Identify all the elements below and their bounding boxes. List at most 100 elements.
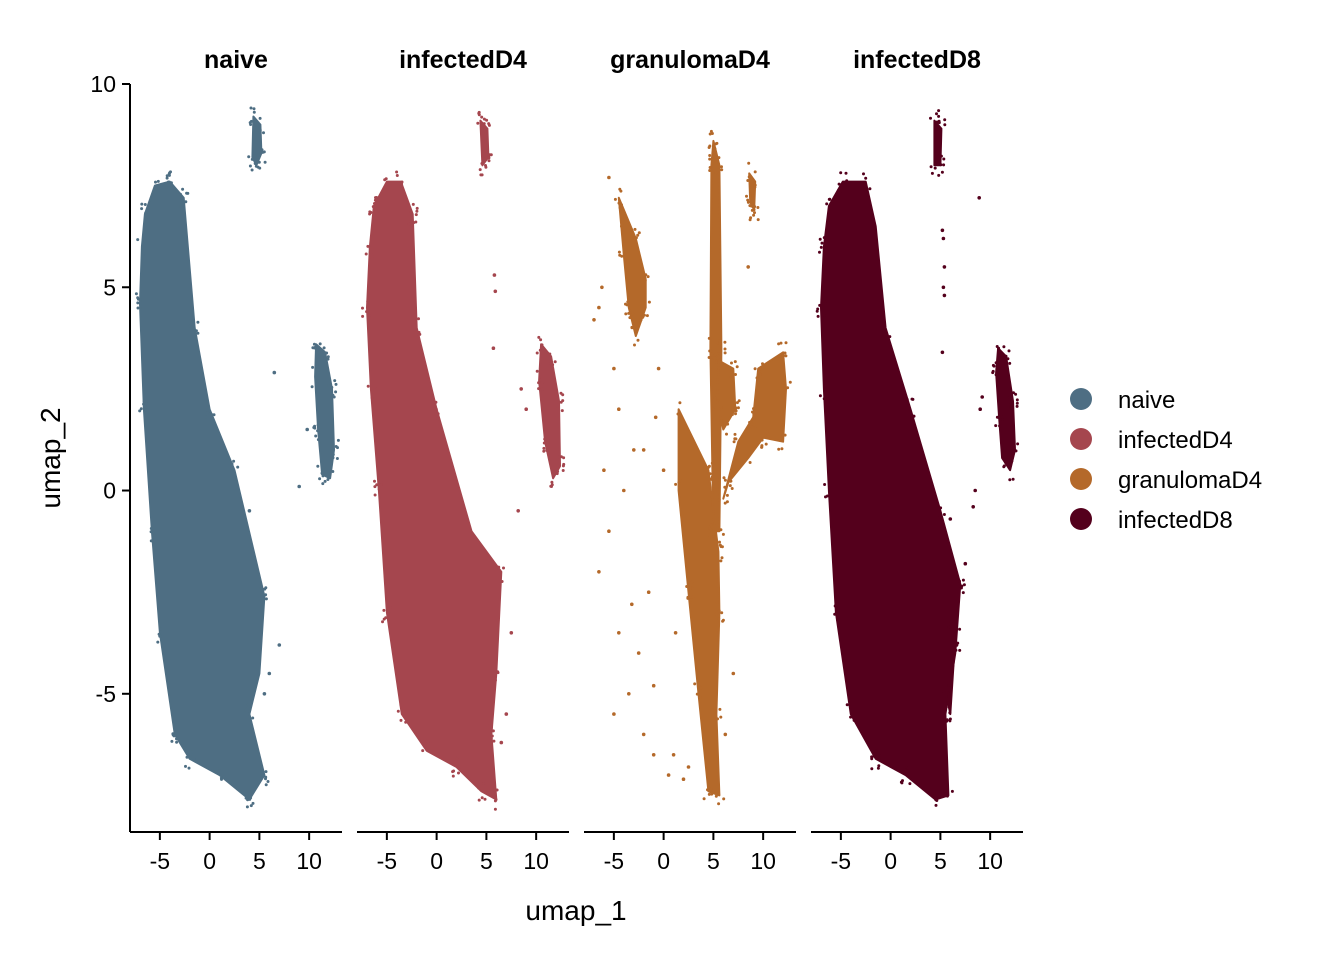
scatter-point <box>218 767 222 770</box>
scatter-point <box>997 366 1001 370</box>
scatter-point <box>720 168 724 172</box>
scatter-point <box>305 427 310 432</box>
scatter-point <box>737 450 740 454</box>
scatter-point <box>263 160 267 164</box>
scatter-point <box>232 477 236 481</box>
scatter-point <box>250 157 254 161</box>
legend-swatch <box>1070 428 1092 450</box>
scatter-point <box>940 228 945 233</box>
scatter-point <box>232 459 236 463</box>
scatter-point <box>736 447 740 450</box>
scatter-point <box>641 732 646 737</box>
scatter-point <box>636 338 640 342</box>
scatter-point <box>1001 448 1005 452</box>
scatter-point <box>940 170 944 174</box>
scatter-point <box>136 296 140 300</box>
scatter-point <box>1015 398 1019 402</box>
scatter-point <box>264 593 268 597</box>
scatter-point <box>249 106 253 110</box>
scatter-point <box>760 444 764 448</box>
scatter-point <box>480 162 484 165</box>
scatter-point <box>187 766 191 770</box>
scatter-point <box>1008 478 1012 482</box>
scatter-point <box>952 636 956 640</box>
scatter-point <box>423 744 427 748</box>
scatter-point <box>176 727 180 731</box>
scatter-point <box>415 206 419 210</box>
scatter-point <box>316 429 320 433</box>
legend-label: naive <box>1118 387 1175 414</box>
y-tick-label: 0 <box>103 478 116 504</box>
scatter-point <box>258 166 262 170</box>
scatter-point <box>493 807 497 811</box>
scatter-point <box>372 213 376 217</box>
scatter-point <box>934 155 938 159</box>
legend-label: granulomaD4 <box>1118 467 1262 494</box>
scatter-point <box>725 432 728 436</box>
scatter-point <box>888 335 892 339</box>
scatter-point <box>825 202 829 206</box>
scatter-point <box>933 166 937 170</box>
scatter-point <box>321 474 325 478</box>
scatter-point <box>716 717 719 721</box>
scatter-point <box>845 703 849 707</box>
scatter-point <box>708 157 712 161</box>
scatter-point <box>1016 442 1020 446</box>
scatter-point <box>748 420 752 424</box>
scatter-point <box>906 769 910 773</box>
scatter-point <box>708 472 712 476</box>
scatter-point <box>247 789 251 793</box>
scatter-point <box>422 739 426 743</box>
scatter-point <box>756 218 760 222</box>
scatter-point <box>708 154 712 157</box>
scatter-point <box>723 478 727 482</box>
scatter-point <box>749 216 753 220</box>
panel-naive: naive <box>134 46 340 809</box>
scatter-point <box>382 617 386 621</box>
scatter-point <box>716 356 720 360</box>
scatter-point <box>764 442 768 446</box>
scatter-point <box>644 273 648 277</box>
x-axis-infectedD8: -5 0 5 10 <box>811 831 1023 874</box>
scatter-point <box>695 692 699 696</box>
scatter-point <box>706 788 709 792</box>
scatter-point <box>429 742 433 746</box>
scatter-point <box>213 770 217 774</box>
scatter-point <box>735 365 739 369</box>
x-axis-infectedD4: -5 0 5 10 <box>357 831 569 874</box>
scatter-point <box>258 591 262 595</box>
scatter-point <box>412 333 416 337</box>
point-cloud <box>366 180 503 801</box>
scatter-point <box>247 712 251 716</box>
scatter-point <box>494 798 498 802</box>
scatter-point <box>321 482 325 486</box>
scatter-point <box>942 157 946 161</box>
scatter-point <box>1001 415 1005 419</box>
scatter-point <box>752 412 756 416</box>
scatter-point <box>679 479 683 483</box>
scatter-point <box>939 163 943 167</box>
scatter-point <box>248 121 252 125</box>
scatter-point <box>561 393 565 397</box>
scatter-point <box>613 197 617 201</box>
scatter-point <box>872 754 876 758</box>
scatter-point <box>366 299 370 303</box>
scatter-point <box>632 448 636 452</box>
scatter-point <box>400 182 404 186</box>
scatter-point <box>477 110 481 114</box>
scatter-point <box>373 202 376 205</box>
scatter-point <box>945 719 949 723</box>
scatter-point <box>995 415 999 419</box>
scatter-point <box>158 634 162 638</box>
scatter-point <box>752 407 755 411</box>
scatter-point <box>678 401 682 405</box>
scatter-point <box>335 457 339 460</box>
scatter-point <box>961 578 965 582</box>
scatter-point <box>541 387 545 391</box>
scatter-point <box>877 755 881 759</box>
scatter-point <box>784 341 788 345</box>
legend-label: infectedD8 <box>1118 507 1233 534</box>
scatter-point <box>937 121 941 125</box>
scatter-point <box>432 407 436 411</box>
scatter-point <box>251 716 255 720</box>
